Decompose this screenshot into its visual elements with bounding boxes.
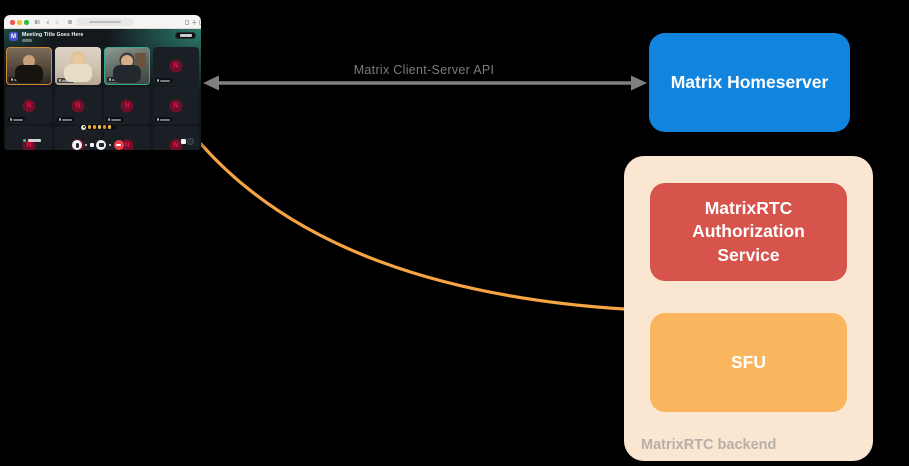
mic-icon [157, 79, 159, 82]
traffic-light-close-button[interactable] [10, 20, 15, 25]
avatar-tile[interactable]: N [55, 87, 101, 124]
api-arrow-label: Matrix Client-Server API [353, 63, 495, 77]
avatar: N [169, 139, 183, 150]
address-bar[interactable] [76, 18, 134, 26]
call-app-view: M Meeting Title Goes Here N N [4, 29, 201, 150]
share-icon[interactable] [185, 20, 189, 25]
mic-icon [59, 118, 61, 121]
call-subtext-smudge [22, 39, 32, 42]
tab-overview-icon[interactable] [199, 20, 201, 25]
video-tile[interactable] [55, 47, 101, 85]
traffic-light-maximize-button[interactable] [24, 20, 29, 25]
emoji-icon[interactable] [107, 125, 111, 129]
back-icon[interactable] [46, 19, 51, 25]
avatar: N [22, 139, 36, 150]
reactions-bar[interactable] [78, 123, 118, 131]
presence-indicator [23, 139, 41, 142]
backend-container-label: MatrixRTC backend [641, 437, 777, 453]
camera-icon [98, 143, 104, 147]
avatar: N [71, 99, 85, 112]
background-furniture [135, 53, 146, 68]
call-app-logo: M [9, 32, 18, 41]
video-tile[interactable] [6, 47, 52, 85]
avatar-tile[interactable]: N [153, 87, 199, 124]
call-controls [72, 140, 124, 150]
sidebar-icon[interactable] [35, 20, 40, 24]
backend-container: MatrixRTC Authorization Service SFU Matr… [624, 156, 873, 461]
browser-chrome [4, 15, 201, 29]
sfu-box: SFU [650, 313, 847, 412]
participant-name-pill [9, 77, 26, 82]
avatar: N [169, 99, 183, 112]
participant-name-pill [57, 78, 74, 83]
mic-button[interactable] [72, 140, 82, 150]
avatar: N [120, 139, 134, 150]
invite-button[interactable] [175, 32, 196, 39]
participant-name-pill [155, 78, 172, 83]
mic-chevron-icon[interactable] [84, 143, 87, 147]
screenshare-button[interactable] [89, 143, 94, 147]
mic-icon [59, 79, 61, 82]
avatar: N [169, 59, 183, 73]
reaction-picker-icon[interactable] [81, 124, 86, 130]
call-title: Meeting Title Goes Here [22, 32, 84, 38]
phone-icon [116, 143, 121, 147]
avatar-tile[interactable]: N [6, 126, 52, 150]
forward-icon[interactable] [54, 19, 59, 25]
emoji-icon[interactable] [92, 125, 96, 129]
emoji-icon[interactable] [97, 125, 101, 129]
participant-name-pill [107, 77, 124, 82]
address-text-smudge [89, 20, 121, 24]
avatar-tile[interactable]: N [104, 87, 150, 124]
mic-icon [11, 78, 13, 81]
video-tile[interactable] [104, 47, 150, 85]
homeserver-box: Matrix Homeserver [649, 33, 850, 132]
client-screenshot-window: M Meeting Title Goes Here N N [4, 15, 201, 150]
mic-icon [75, 142, 79, 148]
camera-chevron-icon[interactable] [108, 143, 111, 147]
mic-icon [109, 78, 111, 81]
client-server-api-arrow [203, 75, 647, 91]
camera-button[interactable] [96, 140, 106, 150]
screenshare-icon[interactable] [181, 139, 186, 144]
invite-label-smudge [179, 34, 192, 37]
avatar-tile[interactable]: N [153, 47, 199, 85]
participant-name-pill [8, 117, 25, 122]
avatar-tile[interactable]: N [6, 87, 52, 124]
online-dot-icon [23, 139, 26, 142]
emoji-icon[interactable] [102, 125, 106, 129]
traffic-light-minimize-button[interactable] [17, 20, 22, 25]
participant-name-pill [57, 117, 74, 122]
avatar-tile[interactable]: N [153, 126, 199, 150]
hangup-button[interactable] [113, 140, 124, 150]
mic-icon [108, 118, 110, 121]
participant-name-pill [106, 117, 123, 122]
avatar: N [22, 99, 36, 112]
more-options-icon[interactable] [187, 138, 194, 145]
new-tab-icon[interactable] [192, 20, 197, 25]
extension-icon[interactable] [68, 20, 72, 24]
media-link-curve [199, 142, 626, 311]
mic-icon [10, 118, 12, 121]
avatar: N [120, 99, 134, 112]
auth-service-box: MatrixRTC Authorization Service [650, 183, 847, 281]
emoji-icon[interactable] [87, 125, 91, 129]
mic-icon [157, 118, 159, 121]
participant-name-pill [155, 117, 172, 122]
